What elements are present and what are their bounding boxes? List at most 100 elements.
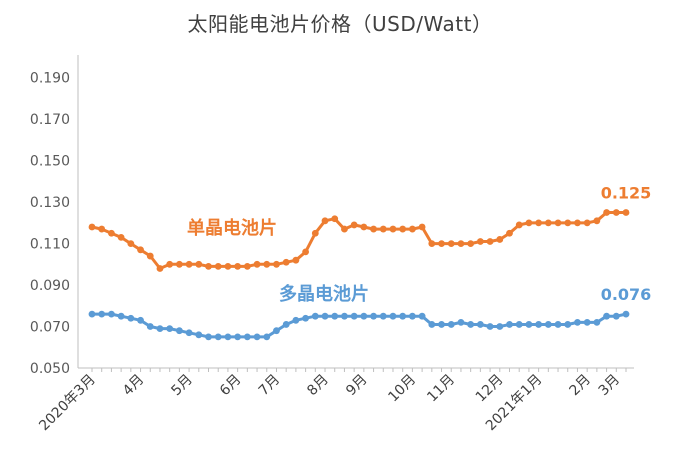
data-point bbox=[496, 323, 504, 330]
data-point bbox=[447, 240, 455, 248]
data-point bbox=[311, 229, 319, 237]
data-point bbox=[379, 312, 387, 320]
x-tick-label: 2月 bbox=[566, 372, 594, 400]
data-point bbox=[98, 225, 106, 233]
data-point bbox=[302, 314, 309, 322]
data-point bbox=[88, 223, 96, 231]
data-point bbox=[544, 219, 552, 227]
data-point bbox=[341, 312, 348, 320]
data-point bbox=[156, 325, 164, 333]
data-point bbox=[379, 225, 387, 233]
y-tick-label: 0.170 bbox=[30, 112, 70, 128]
data-point bbox=[486, 238, 494, 245]
data-point bbox=[447, 321, 455, 328]
data-point bbox=[515, 321, 523, 328]
data-point bbox=[612, 312, 620, 320]
data-point bbox=[457, 318, 465, 326]
x-tick-label: 2020年3月 bbox=[36, 372, 99, 435]
data-point bbox=[399, 225, 407, 233]
data-point bbox=[418, 223, 426, 231]
data-point bbox=[593, 318, 601, 326]
data-point bbox=[224, 263, 232, 270]
series-name-label: 多晶电池片 bbox=[279, 283, 369, 305]
data-point bbox=[622, 209, 630, 216]
data-point bbox=[438, 321, 445, 328]
data-point bbox=[467, 240, 475, 248]
data-point bbox=[117, 312, 125, 320]
data-point bbox=[535, 219, 543, 227]
y-tick-label: 0.050 bbox=[30, 361, 70, 377]
data-point bbox=[185, 260, 193, 268]
data-point bbox=[88, 310, 96, 318]
data-point bbox=[389, 312, 397, 320]
series-labels: 单晶电池片 0.125 多晶电池片 0.076 bbox=[187, 184, 651, 306]
data-point bbox=[544, 321, 552, 328]
end-value-label: 0.125 bbox=[601, 184, 652, 203]
data-point bbox=[525, 219, 533, 227]
data-point bbox=[360, 312, 368, 320]
plot-area bbox=[88, 209, 630, 341]
data-point bbox=[360, 223, 368, 231]
series-name-label: 单晶电池片 bbox=[187, 217, 277, 239]
data-point bbox=[234, 333, 242, 341]
data-point bbox=[214, 333, 222, 341]
x-tick-label: 5月 bbox=[168, 372, 196, 400]
data-point bbox=[496, 236, 504, 243]
data-point bbox=[554, 219, 562, 227]
data-point bbox=[108, 310, 115, 318]
data-point bbox=[108, 229, 115, 237]
data-point bbox=[311, 312, 319, 320]
data-point bbox=[622, 310, 630, 318]
series-poly bbox=[88, 310, 630, 341]
data-point bbox=[253, 260, 261, 268]
x-tick-label: 3月 bbox=[596, 372, 624, 400]
data-point bbox=[321, 217, 329, 225]
x-tick-label: 7月 bbox=[256, 372, 284, 400]
data-point bbox=[214, 263, 222, 270]
data-point bbox=[409, 225, 416, 233]
data-point bbox=[292, 316, 300, 324]
data-point bbox=[321, 312, 329, 320]
data-point bbox=[476, 321, 484, 328]
data-point bbox=[205, 263, 212, 270]
x-tick-label: 4月 bbox=[120, 372, 148, 400]
data-point bbox=[574, 318, 581, 326]
data-point bbox=[370, 225, 377, 233]
x-tick-label: 8月 bbox=[304, 372, 332, 400]
data-point bbox=[195, 260, 203, 268]
data-point bbox=[409, 312, 416, 320]
y-tick-label: 0.110 bbox=[30, 237, 70, 253]
data-point bbox=[350, 312, 358, 320]
data-point bbox=[418, 312, 426, 320]
data-point bbox=[98, 310, 106, 318]
data-point bbox=[127, 240, 135, 248]
data-point bbox=[457, 240, 465, 248]
y-axis: 0.050 0.070 0.090 0.110 0.130 0.150 0.170 0.190 bbox=[30, 55, 79, 377]
data-point bbox=[195, 331, 203, 339]
data-point bbox=[428, 240, 436, 248]
data-point bbox=[467, 321, 475, 328]
series-mono bbox=[88, 209, 630, 272]
data-point bbox=[564, 321, 572, 328]
data-point bbox=[263, 333, 271, 341]
x-tick-label: 9月 bbox=[343, 372, 371, 400]
data-point bbox=[389, 225, 397, 233]
data-point bbox=[506, 229, 513, 237]
data-point bbox=[137, 316, 144, 324]
data-point bbox=[263, 260, 271, 268]
data-point bbox=[156, 265, 164, 272]
data-point bbox=[583, 219, 591, 227]
data-point bbox=[331, 312, 339, 320]
x-tick-label: 11月 bbox=[424, 372, 458, 406]
data-point bbox=[603, 209, 610, 216]
data-point bbox=[146, 252, 154, 260]
x-tick-label: 10月 bbox=[385, 372, 419, 406]
data-point bbox=[583, 318, 591, 326]
data-point bbox=[224, 333, 232, 341]
data-point bbox=[166, 325, 174, 333]
data-point bbox=[476, 238, 484, 245]
y-tick-label: 0.130 bbox=[30, 195, 70, 211]
data-point bbox=[525, 321, 533, 328]
